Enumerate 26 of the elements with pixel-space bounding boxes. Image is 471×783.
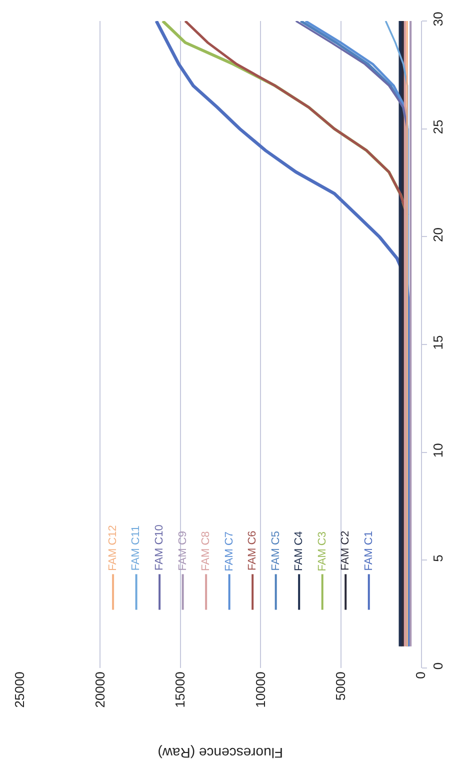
x-tick-label: 5000 <box>333 672 348 701</box>
x-tick-label: 20000 <box>92 672 108 708</box>
text: FAM C9 <box>176 530 189 571</box>
y-tick-label: 5 <box>430 554 446 562</box>
text: FAM C3 <box>316 532 328 572</box>
text: FAM C7 <box>223 531 236 572</box>
text: FAM C1 <box>362 531 375 571</box>
text: FAM C6 <box>246 530 259 570</box>
x-tick-label: 25000 <box>12 672 28 708</box>
y-tick-label: 30 <box>430 12 446 26</box>
text: FAM C8 <box>200 531 212 571</box>
x-axis-title: Fluorescence (Raw) <box>158 744 283 761</box>
text: FAM C5 <box>270 530 282 571</box>
y-tick-label: 0 <box>430 662 446 670</box>
x-tick-label: 10000 <box>252 672 268 708</box>
text: FAM C11 <box>130 526 142 571</box>
y-tick-label: 15 <box>430 335 446 350</box>
text: FAM C12 <box>107 525 120 571</box>
x-tick-label: 0 <box>413 672 428 679</box>
text: FAM C10 <box>154 524 166 570</box>
y-tick-label: 25 <box>430 120 446 134</box>
y-tick-label: 10 <box>430 443 446 458</box>
x-tick-label: 15000 <box>172 672 188 708</box>
text: FAM C2 <box>340 530 352 571</box>
y-tick-label: 20 <box>430 227 446 242</box>
text: FAM C4 <box>293 531 306 571</box>
